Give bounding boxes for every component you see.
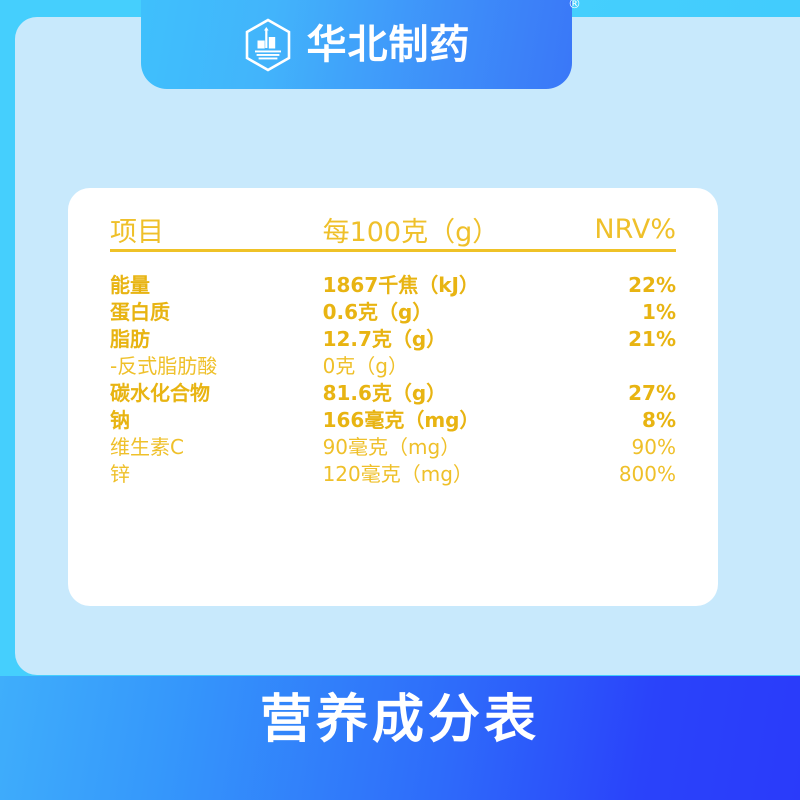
- cell-nrv: 90%: [631, 435, 676, 459]
- table-row: 脂肪 12.7克（g） 21%: [110, 326, 676, 353]
- cell-item: 锌: [110, 462, 130, 486]
- table-row: -反式脂肪酸 0克（g）: [110, 353, 676, 380]
- cell-nrv: 1%: [642, 300, 676, 324]
- cell-item: 钠: [110, 408, 130, 432]
- table-row: 碳水化合物 81.6克（g） 27%: [110, 380, 676, 407]
- brand-name: 华北制药: [306, 21, 471, 68]
- table-header-row: 项目 每100克（g） NRV%: [110, 210, 676, 249]
- cell-nrv: 27%: [628, 381, 676, 405]
- cell-nrv: 21%: [628, 327, 676, 351]
- nutrition-table-card: 项目 每100克（g） NRV% 能量 1867千焦（kJ） 22% 蛋白质 0.6克（…: [68, 188, 718, 606]
- cell-value: 120毫克（mg）: [322, 462, 473, 486]
- table-body: 能量 1867千焦（kJ） 22% 蛋白质 0.6克（g） 1% 脂肪 12.7克（g） 21%…: [110, 272, 676, 488]
- cell-value: 0.6克（g）: [322, 300, 433, 324]
- cell-nrv: [594, 353, 676, 380]
- header-per-100g: 每100克（g）: [322, 217, 500, 248]
- cell-nrv: 22%: [628, 273, 676, 297]
- header-spacer-cell: [110, 252, 676, 272]
- cell-value: 90毫克（mg）: [322, 435, 461, 459]
- header-divider-row: [110, 249, 676, 252]
- table-row: 蛋白质 0.6克（g） 1%: [110, 299, 676, 326]
- cell-value: 81.6克（g）: [322, 381, 447, 405]
- hexagon-factory-icon: [243, 18, 293, 72]
- table-row: 维生素C 90毫克（mg） 90%: [110, 434, 676, 461]
- cell-item: -反式脂肪酸: [110, 354, 218, 378]
- cell-nrv: 800%: [618, 462, 676, 486]
- cell-item: 碳水化合物: [110, 381, 210, 405]
- cell-value: 166毫克（mg）: [322, 408, 480, 432]
- cell-value: 1867千焦（kJ）: [322, 273, 479, 297]
- registered-trademark-icon: ®: [568, 0, 581, 12]
- brand-banner: ® 华北制药: [141, 0, 581, 89]
- cell-value: 12.7克（g）: [322, 327, 447, 351]
- header-spacer-row: [110, 252, 676, 272]
- cell-item: 脂肪: [110, 327, 150, 351]
- nutrition-table: 项目 每100克（g） NRV% 能量 1867千焦（kJ） 22% 蛋白质 0.6克（…: [110, 210, 676, 488]
- cell-item: 蛋白质: [110, 300, 170, 324]
- header-item: 项目: [110, 217, 164, 248]
- cell-value: 0克（g）: [322, 354, 408, 378]
- cell-item: 能量: [110, 273, 150, 297]
- page-title: 营养成分表: [259, 690, 540, 750]
- table-row: 锌 120毫克（mg） 800%: [110, 461, 676, 488]
- cell-nrv: 8%: [642, 408, 676, 432]
- header-divider-line: [110, 249, 676, 252]
- table-row: 钠 166毫克（mg） 8%: [110, 407, 676, 434]
- cell-item: 维生素C: [110, 435, 184, 459]
- table-header: 项目 每100克（g） NRV%: [110, 210, 676, 272]
- brand-lockup: ® 华北制药: [243, 0, 581, 72]
- header-divider-cell: [110, 249, 676, 252]
- background-bottom-gradient: [0, 676, 800, 800]
- table-row: 能量 1867千焦（kJ） 22%: [110, 272, 676, 299]
- header-nrv: NRV%: [594, 214, 676, 245]
